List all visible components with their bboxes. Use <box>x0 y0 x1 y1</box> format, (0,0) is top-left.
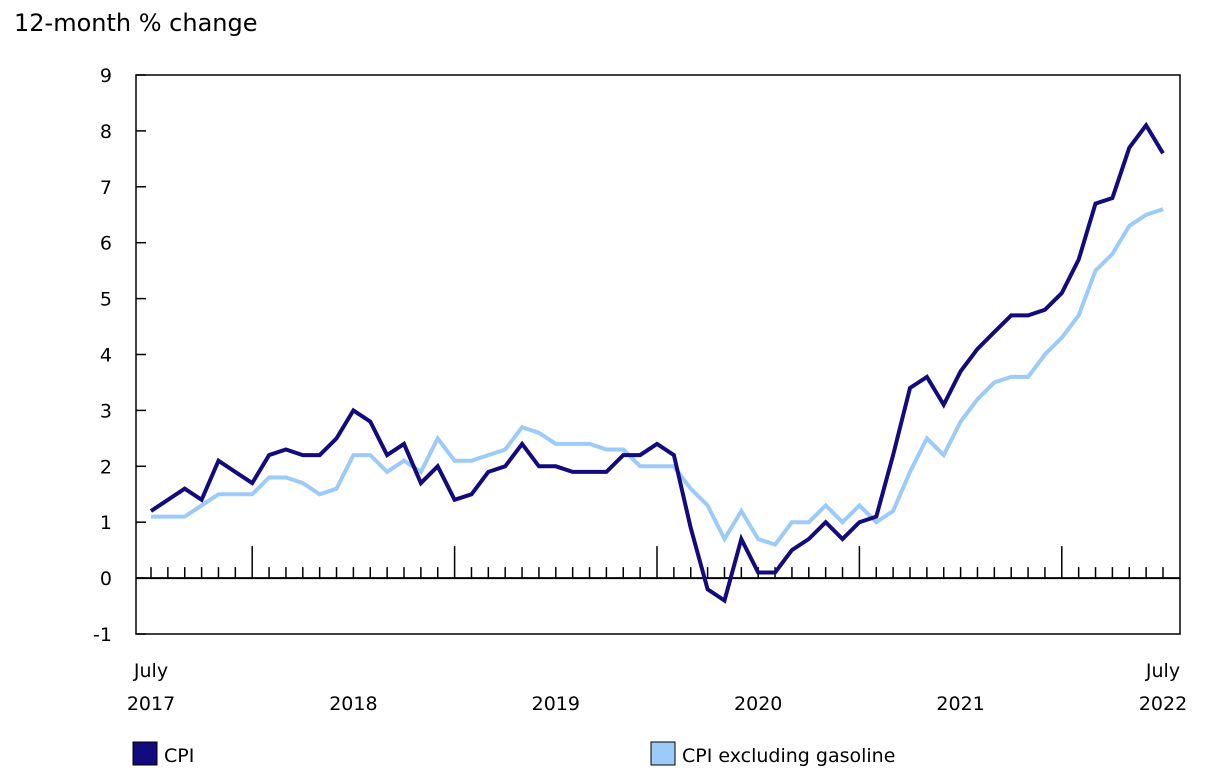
y-tick-label: 8 <box>100 121 112 143</box>
series-line-cpi-excluding-gasoline <box>151 207 1164 547</box>
y-axis-label: 12-month % change <box>14 9 257 37</box>
y-tick-label: 6 <box>100 233 112 255</box>
y-tick-label: 4 <box>100 345 112 367</box>
plot-frame <box>135 74 1181 635</box>
y-tick-label: 7 <box>100 177 112 199</box>
y-tick-label: 3 <box>100 400 112 422</box>
y-tick-label: 2 <box>100 456 112 478</box>
legend-label: CPI excluding gasoline <box>682 745 895 767</box>
y-tick-label: -1 <box>93 624 112 646</box>
x-tick-label-year: 2020 <box>734 693 782 715</box>
legend-swatch <box>650 741 676 766</box>
x-tick-label-month: July <box>1145 660 1180 682</box>
y-tick-label: 9 <box>100 65 112 87</box>
y-tick-label: 5 <box>100 289 112 311</box>
x-tick-label-year: 2017 <box>127 693 175 715</box>
x-tick-label-year: 2021 <box>936 693 984 715</box>
y-tick-label: 1 <box>100 512 112 534</box>
legend-label: CPI <box>164 745 194 767</box>
x-tick-label-year: 2018 <box>329 693 377 715</box>
x-tick-label-year: 2022 <box>1139 693 1187 715</box>
y-tick-label: 0 <box>100 568 112 590</box>
x-tick-label-year: 2019 <box>532 693 580 715</box>
series-line-cpi <box>149 121 1165 604</box>
x-tick-label-month: July <box>133 660 168 682</box>
legend-swatch <box>132 741 158 766</box>
